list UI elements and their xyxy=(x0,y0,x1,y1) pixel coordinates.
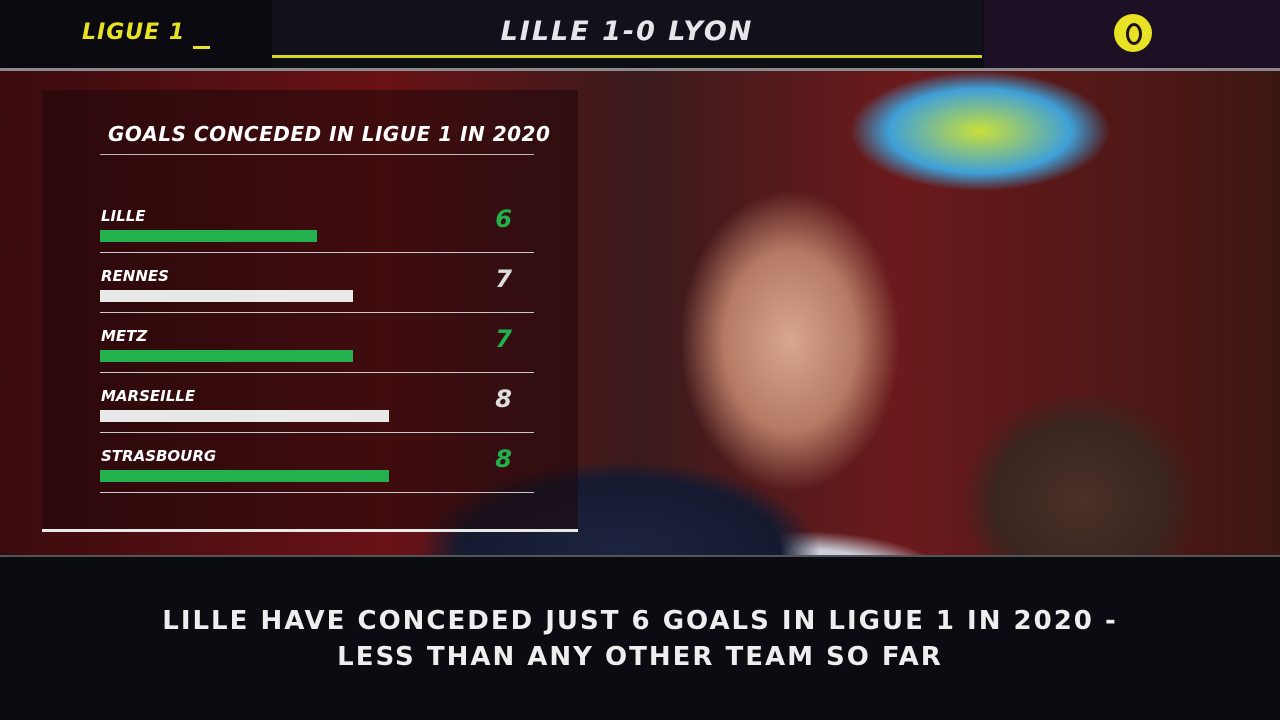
panel-underline xyxy=(42,529,578,532)
bar-row: RENNES 7 xyxy=(100,265,534,327)
value-label: 8 xyxy=(495,445,512,473)
value-label: 7 xyxy=(495,325,512,353)
bar-row: STRASBOURG 8 xyxy=(100,445,534,507)
bar xyxy=(100,290,353,302)
bar-row: MARSEILLE 8 xyxy=(100,385,534,447)
bar xyxy=(100,350,353,362)
row-rule xyxy=(100,372,534,373)
bar xyxy=(100,410,389,422)
league-section: LIGUE 1 xyxy=(0,0,272,68)
row-rule xyxy=(100,252,534,253)
caption-line-2: LESS THAN ANY OTHER TEAM SO FAR xyxy=(337,642,943,672)
chart-panel xyxy=(42,90,578,532)
row-rule xyxy=(100,312,534,313)
team-label: RENNES xyxy=(101,267,169,285)
bar xyxy=(100,230,317,242)
value-label: 8 xyxy=(495,385,512,413)
league-label: LIGUE 1 xyxy=(82,20,186,45)
team-label: LILLE xyxy=(101,207,146,225)
match-score: LILLE 1-0 LYON xyxy=(500,16,754,47)
team-label: MARSEILLE xyxy=(101,387,196,405)
bar-row: METZ 7 xyxy=(100,325,534,387)
title-rule xyxy=(100,154,534,155)
chart-title: GOALS CONCEDED IN LIGUE 1 IN 2020 xyxy=(108,122,551,146)
bar-row: LILLE 6 xyxy=(100,205,534,267)
row-rule xyxy=(100,432,534,433)
scoreboard-bar: LIGUE 1 LILLE 1-0 LYON xyxy=(0,0,1280,68)
bar xyxy=(100,470,389,482)
caption: LILLE HAVE CONCEDED JUST 6 GOALS IN LIGU… xyxy=(0,603,1280,675)
value-label: 6 xyxy=(495,205,512,233)
caption-bar xyxy=(0,555,1280,720)
caption-line-1: LILLE HAVE CONCEDED JUST 6 GOALS IN LIGU… xyxy=(162,606,1118,636)
divider xyxy=(0,68,1280,71)
score-section: LILLE 1-0 LYON xyxy=(272,0,982,58)
league-dash xyxy=(193,46,210,49)
row-rule xyxy=(100,492,534,493)
ligue-1-logo-icon xyxy=(1114,14,1152,52)
team-label: METZ xyxy=(101,327,148,345)
team-label: STRASBOURG xyxy=(101,447,217,465)
value-label: 7 xyxy=(495,265,512,293)
